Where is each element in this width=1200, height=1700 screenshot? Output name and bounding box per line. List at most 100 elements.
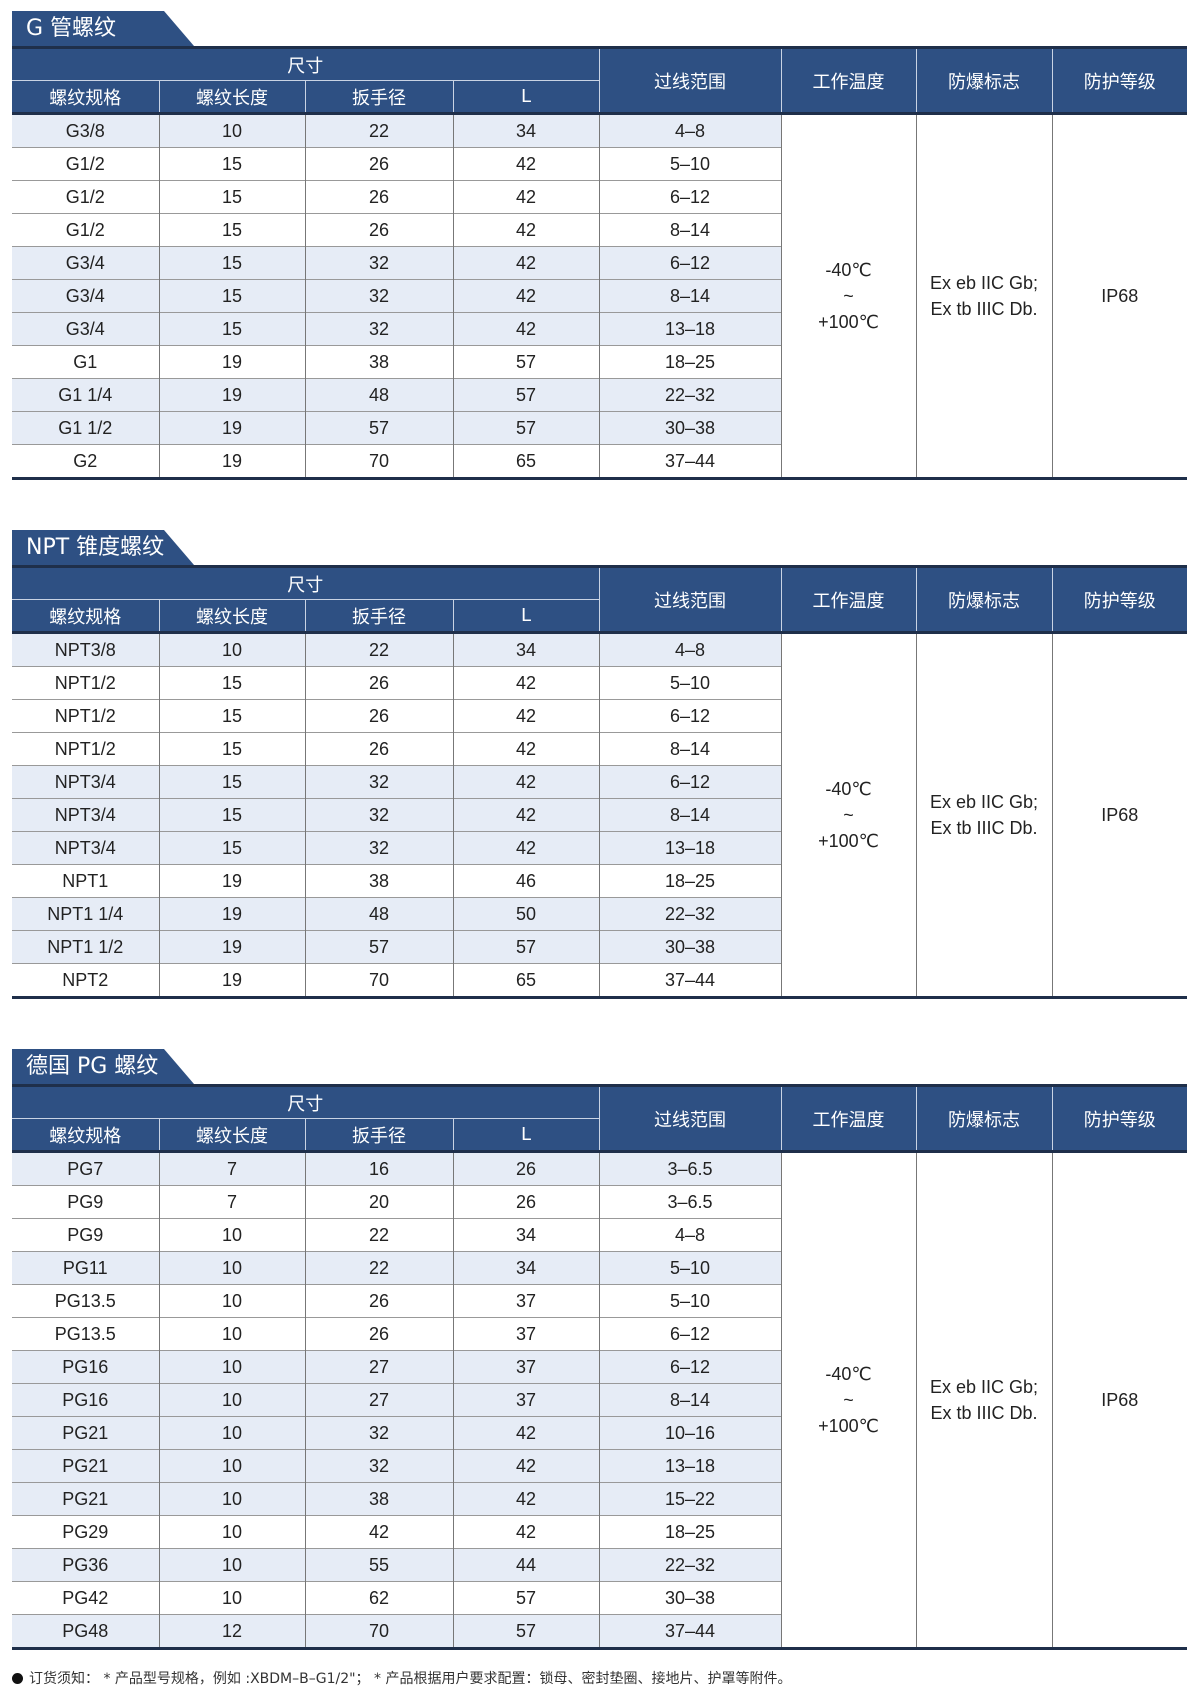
cell-cable-range: 4–8 [598,1218,781,1252]
cell-wrench: 26 [304,1284,453,1318]
cell-L: 46 [452,864,599,898]
cell-cable-range: 13–18 [598,312,781,346]
section-title-tab: NPT 锥度螺纹 [12,530,194,565]
header-spec: 螺纹规格 [12,80,159,114]
header-size: 尺寸 [12,566,599,600]
header-L: L [452,599,599,633]
cell-cable-range: 30–38 [598,930,781,964]
table-row: PG21 10 38 42 15–22 [12,1482,1187,1516]
table-row: G2 19 70 65 37–44 [12,444,1187,479]
cell-L: 42 [452,180,599,214]
cell-L: 37 [452,1383,599,1417]
cell-spec: PG16 [12,1350,159,1384]
cell-thread-length: 15 [158,798,305,832]
cell-thread-length: 19 [158,378,305,412]
header-temp: 工作温度 [780,566,916,633]
cell-wrench: 38 [304,1482,453,1516]
header-ex-mark: 防爆标志 [915,566,1052,633]
table-row: NPT1/2 15 26 42 8–14 [12,732,1187,766]
cell-spec: PG21 [12,1482,159,1516]
ex-line: Ex eb IIC Gb; [929,792,1039,812]
cell-spec: PG11 [12,1251,159,1285]
cell-spec: PG13.5 [12,1284,159,1318]
cell-wrench: 32 [304,798,453,832]
temp-line: ~ [843,805,854,825]
ex-line: Ex tb IIIC Db. [930,299,1038,319]
cell-spec: PG13.5 [12,1317,159,1351]
cell-cable-range: 8–14 [598,213,781,247]
cell-cable-range: 3–6.5 [598,1185,781,1219]
cell-spec: PG9 [12,1185,159,1219]
table-row: NPT1 1/2 19 57 57 30–38 [12,930,1187,964]
cell-cable-range: 4–8 [598,113,781,148]
cell-wrench: 26 [304,732,453,766]
cell-ip: IP68 [1051,1151,1187,1649]
spec-table: 尺寸 过线范围 工作温度 防爆标志 防护等级 螺纹规格 螺纹长度 扳手径 L P… [12,1084,1187,1650]
cell-cable-range: 30–38 [598,1581,781,1615]
cell-cable-range: 37–44 [598,963,781,998]
cell-L: 57 [452,1581,599,1615]
table-row: G1 19 38 57 18–25 [12,345,1187,379]
table-row: PG13.5 10 26 37 6–12 [12,1317,1187,1351]
cell-spec: G1 1/4 [12,378,159,412]
cell-L: 42 [452,798,599,832]
table-row: G3/4 15 32 42 8–14 [12,279,1187,313]
table-row: NPT1 19 38 46 18–25 [12,864,1187,898]
header-cable-range: 过线范围 [598,47,781,114]
cell-thread-length: 10 [158,1449,305,1483]
cell-L: 42 [452,1416,599,1450]
cell-thread-length: 10 [158,1383,305,1417]
cell-L: 42 [452,312,599,346]
cell-thread-length: 19 [158,864,305,898]
cell-L: 57 [452,930,599,964]
cell-cable-range: 13–18 [598,1449,781,1483]
cell-thread-length: 15 [158,765,305,799]
cell-cable-range: 18–25 [598,345,781,379]
header-thread-length: 螺纹长度 [158,1118,305,1152]
cell-ex-mark: Ex eb IIC Gb; Ex tb IIIC Db. [915,113,1052,479]
header-L: L [452,1118,599,1152]
cell-wrench: 32 [304,765,453,799]
cell-ex-mark: Ex eb IIC Gb; Ex tb IIIC Db. [915,632,1052,998]
cell-spec: NPT1/2 [12,699,159,733]
cell-thread-length: 10 [158,632,305,667]
cell-cable-range: 8–14 [598,279,781,313]
tab-shape [12,11,194,46]
cell-spec: PG21 [12,1449,159,1483]
cell-L: 42 [452,765,599,799]
cell-wrench: 32 [304,246,453,280]
cell-L: 42 [452,831,599,865]
cell-wrench: 22 [304,113,453,148]
cell-thread-length: 19 [158,897,305,931]
header-ex-mark: 防爆标志 [915,1085,1052,1152]
cell-thread-length: 19 [158,930,305,964]
cell-spec: G1/2 [12,147,159,181]
cell-wrench: 48 [304,378,453,412]
header-cable-range: 过线范围 [598,566,781,633]
cell-L: 57 [452,378,599,412]
cell-spec: NPT3/8 [12,632,159,667]
cell-wrench: 27 [304,1350,453,1384]
cell-cable-range: 6–12 [598,1317,781,1351]
cell-thread-length: 15 [158,699,305,733]
cell-thread-length: 7 [158,1151,305,1186]
cell-wrench: 32 [304,279,453,313]
cell-thread-length: 10 [158,1581,305,1615]
cell-thread-length: 10 [158,1218,305,1252]
cell-wrench: 70 [304,444,453,479]
thread-section: NPT 锥度螺纹 尺寸 过线范围 工作温度 防爆标志 防护等级 螺纹规格 螺纹长… [12,530,1187,999]
table-row: PG7 7 16 26 3–6.5 -40℃ ~ +100℃ Ex eb IIC Gb… [12,1151,1187,1649]
header-cable-range: 过线范围 [598,1085,781,1152]
table-row: PG29 10 42 42 18–25 [12,1515,1187,1549]
table-row: G1/2 15 26 42 8–14 [12,213,1187,247]
cell-spec: G3/8 [12,113,159,148]
cell-thread-length: 19 [158,411,305,445]
cell-thread-length: 15 [158,213,305,247]
table-row: PG21 10 32 42 13–18 [12,1449,1187,1483]
cell-cable-range: 3–6.5 [598,1151,781,1186]
cell-thread-length: 15 [158,180,305,214]
table-row: PG48 12 70 57 37–44 [12,1614,1187,1649]
table-row: G3/4 15 32 42 13–18 [12,312,1187,346]
cell-thread-length: 10 [158,1317,305,1351]
cell-wrench: 16 [304,1151,453,1186]
